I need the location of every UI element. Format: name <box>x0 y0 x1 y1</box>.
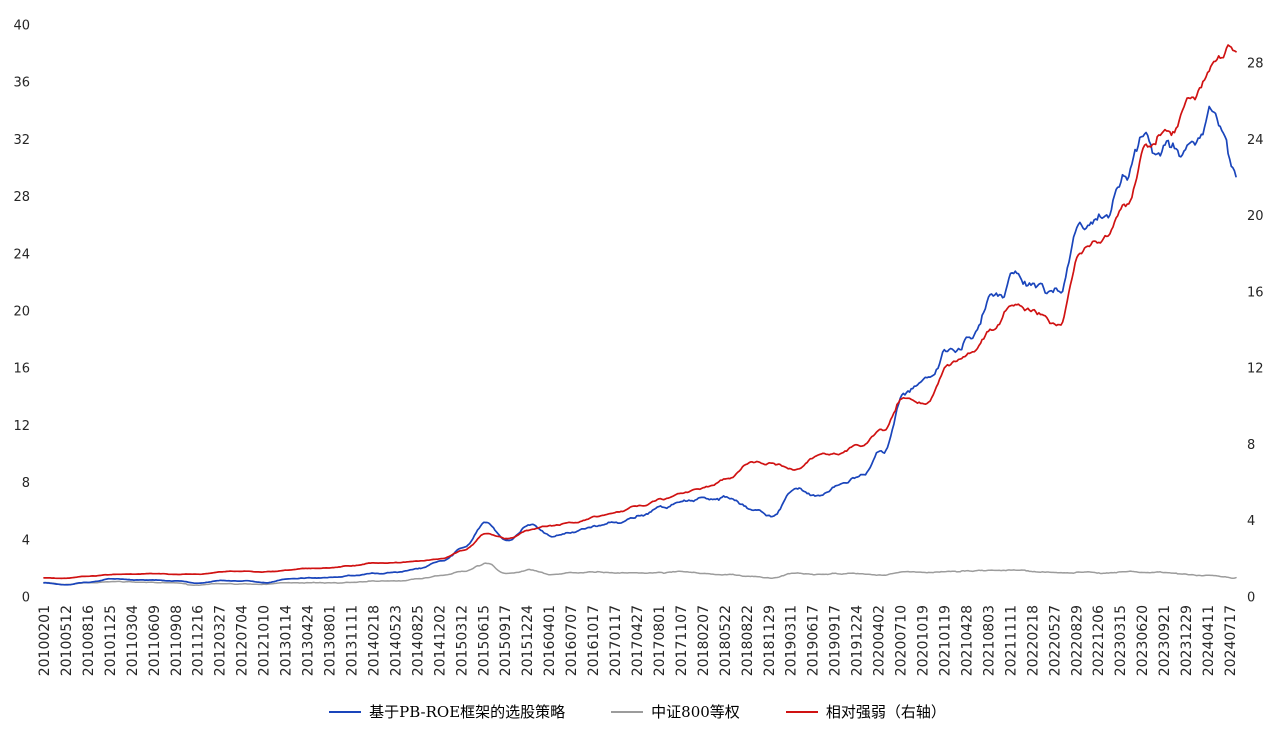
right-axis-tick-label: 0 <box>1247 591 1255 606</box>
x-axis-tick-label: 20110304 <box>125 605 141 676</box>
x-axis-tick-label: 20160401 <box>542 605 558 676</box>
x-axis-tick-label: 20220527 <box>1047 605 1063 676</box>
x-axis-tick-label: 20140523 <box>388 605 404 676</box>
x-axis-tick-label: 20190311 <box>784 605 800 676</box>
left-axis-tick-label: 4 <box>22 533 30 548</box>
right-axis-tick-label: 8 <box>1247 438 1255 453</box>
x-axis-tick-label: 20230921 <box>1157 605 1173 676</box>
x-axis-tick-label: 20160707 <box>564 605 580 676</box>
left-axis-tick-label: 12 <box>13 419 30 434</box>
series-line-benchmark <box>43 562 1237 586</box>
x-axis-tick-label: 20230315 <box>1113 605 1129 676</box>
x-axis-tick-label: 20120327 <box>213 605 229 676</box>
x-axis-tick-label: 20110609 <box>147 605 163 676</box>
x-axis-tick-label: 20100201 <box>37 605 53 676</box>
legend-label-relative-strength: 相对强弱（右轴） <box>825 703 946 721</box>
x-axis-tick-label: 20231229 <box>1179 605 1195 676</box>
legend-line-benchmark <box>611 710 644 713</box>
x-axis-tick-label: 20120704 <box>235 605 251 676</box>
left-axis-tick-label: 28 <box>13 190 30 205</box>
right-axis-tick-label: 24 <box>1247 133 1264 148</box>
x-axis-tick-label: 20101125 <box>103 605 119 676</box>
left-axis-tick-label: 8 <box>22 476 30 491</box>
legend-line-relative-strength <box>785 710 818 713</box>
x-axis-tick-label: 20141202 <box>432 605 448 676</box>
x-axis-tick-label: 20191224 <box>850 605 866 676</box>
x-axis-tick-label: 20130114 <box>279 605 295 676</box>
legend-line-strategy <box>329 710 362 713</box>
x-axis-tick-label: 20220829 <box>1069 605 1085 676</box>
x-axis-tick-label: 20240411 <box>1201 605 1217 676</box>
x-axis-tick-label: 20220218 <box>1025 605 1041 676</box>
series-line-strategy <box>43 105 1237 586</box>
legend-item-strategy: 基于PB-ROE框架的选股策略 <box>329 701 565 722</box>
x-axis-tick-label: 20181129 <box>762 605 778 676</box>
x-axis-tick-label: 20140218 <box>366 605 382 676</box>
legend-item-relative-strength: 相对强弱（右轴） <box>785 701 946 722</box>
right-axis-tick-label: 12 <box>1247 362 1264 377</box>
x-axis-tick-label: 20171107 <box>674 605 690 676</box>
left-axis-tick-label: 32 <box>13 133 30 148</box>
x-axis-tick-label: 20130801 <box>323 605 339 676</box>
right-axis-tick-label: 20 <box>1247 209 1264 224</box>
x-axis-tick-label: 20180822 <box>740 605 756 676</box>
x-axis-tick-label: 20190617 <box>806 605 822 676</box>
x-axis-tick-label: 20150312 <box>454 605 470 676</box>
x-axis-tick-label: 20221206 <box>1091 605 1107 676</box>
x-axis-tick-label: 20210803 <box>981 605 997 676</box>
x-axis-tick-label: 20180207 <box>696 605 712 676</box>
x-axis-tick-label: 20140825 <box>410 605 426 676</box>
x-axis-tick-label: 20200402 <box>872 605 888 676</box>
x-axis-tick-label: 20210428 <box>959 605 975 676</box>
x-axis-tick-label: 20151224 <box>520 605 536 676</box>
x-axis-tick-label: 20230620 <box>1135 605 1151 676</box>
legend-label-benchmark: 中证800等权 <box>651 703 740 721</box>
right-axis-tick-label: 4 <box>1247 514 1255 529</box>
x-axis-tick-label: 20211111 <box>1003 605 1019 676</box>
x-axis-tick-label: 20130424 <box>301 605 317 676</box>
x-axis-tick-label: 20150615 <box>476 605 492 676</box>
left-axis-tick-label: 20 <box>13 305 30 320</box>
left-axis-tick-label: 40 <box>13 19 30 34</box>
x-axis-tick-label: 20110908 <box>169 605 185 676</box>
x-axis-tick-label: 20100512 <box>59 605 75 676</box>
x-axis-tick-label: 20210119 <box>937 605 953 676</box>
x-axis-tick-label: 20170117 <box>608 605 624 676</box>
legend-label-strategy: 基于PB-ROE框架的选股策略 <box>369 703 566 721</box>
x-axis-tick-label: 20100816 <box>81 605 97 676</box>
right-axis-tick-label: 16 <box>1247 285 1264 300</box>
x-axis-tick-label: 20201019 <box>916 605 932 676</box>
x-axis-tick-label: 20180522 <box>718 605 734 676</box>
x-axis-tick-label: 20150917 <box>498 605 514 676</box>
series-line-relative-strength <box>43 44 1237 580</box>
x-axis-tick-label: 20170427 <box>630 605 646 676</box>
x-axis-tick-label: 20170801 <box>652 605 668 676</box>
left-axis-tick-label: 16 <box>13 362 30 377</box>
x-axis-tick-label: 20240717 <box>1223 605 1239 676</box>
x-axis-tick-label: 20121010 <box>257 605 273 676</box>
right-axis-tick-label: 28 <box>1247 57 1264 72</box>
left-axis-tick-label: 24 <box>13 247 30 262</box>
x-axis-tick-label: 20190917 <box>828 605 844 676</box>
legend-item-benchmark: 中证800等权 <box>611 701 740 722</box>
x-axis-tick-label: 20161017 <box>586 605 602 676</box>
left-axis-tick-label: 0 <box>22 591 30 606</box>
x-axis-tick-label: 20200710 <box>894 605 910 676</box>
x-axis-tick-label: 20131111 <box>344 605 360 676</box>
legend: 基于PB-ROE框架的选股策略 中证800等权 相对强弱（右轴） <box>0 701 1275 722</box>
left-axis-tick-label: 36 <box>13 76 30 91</box>
x-axis-tick-label: 20111216 <box>191 605 207 676</box>
